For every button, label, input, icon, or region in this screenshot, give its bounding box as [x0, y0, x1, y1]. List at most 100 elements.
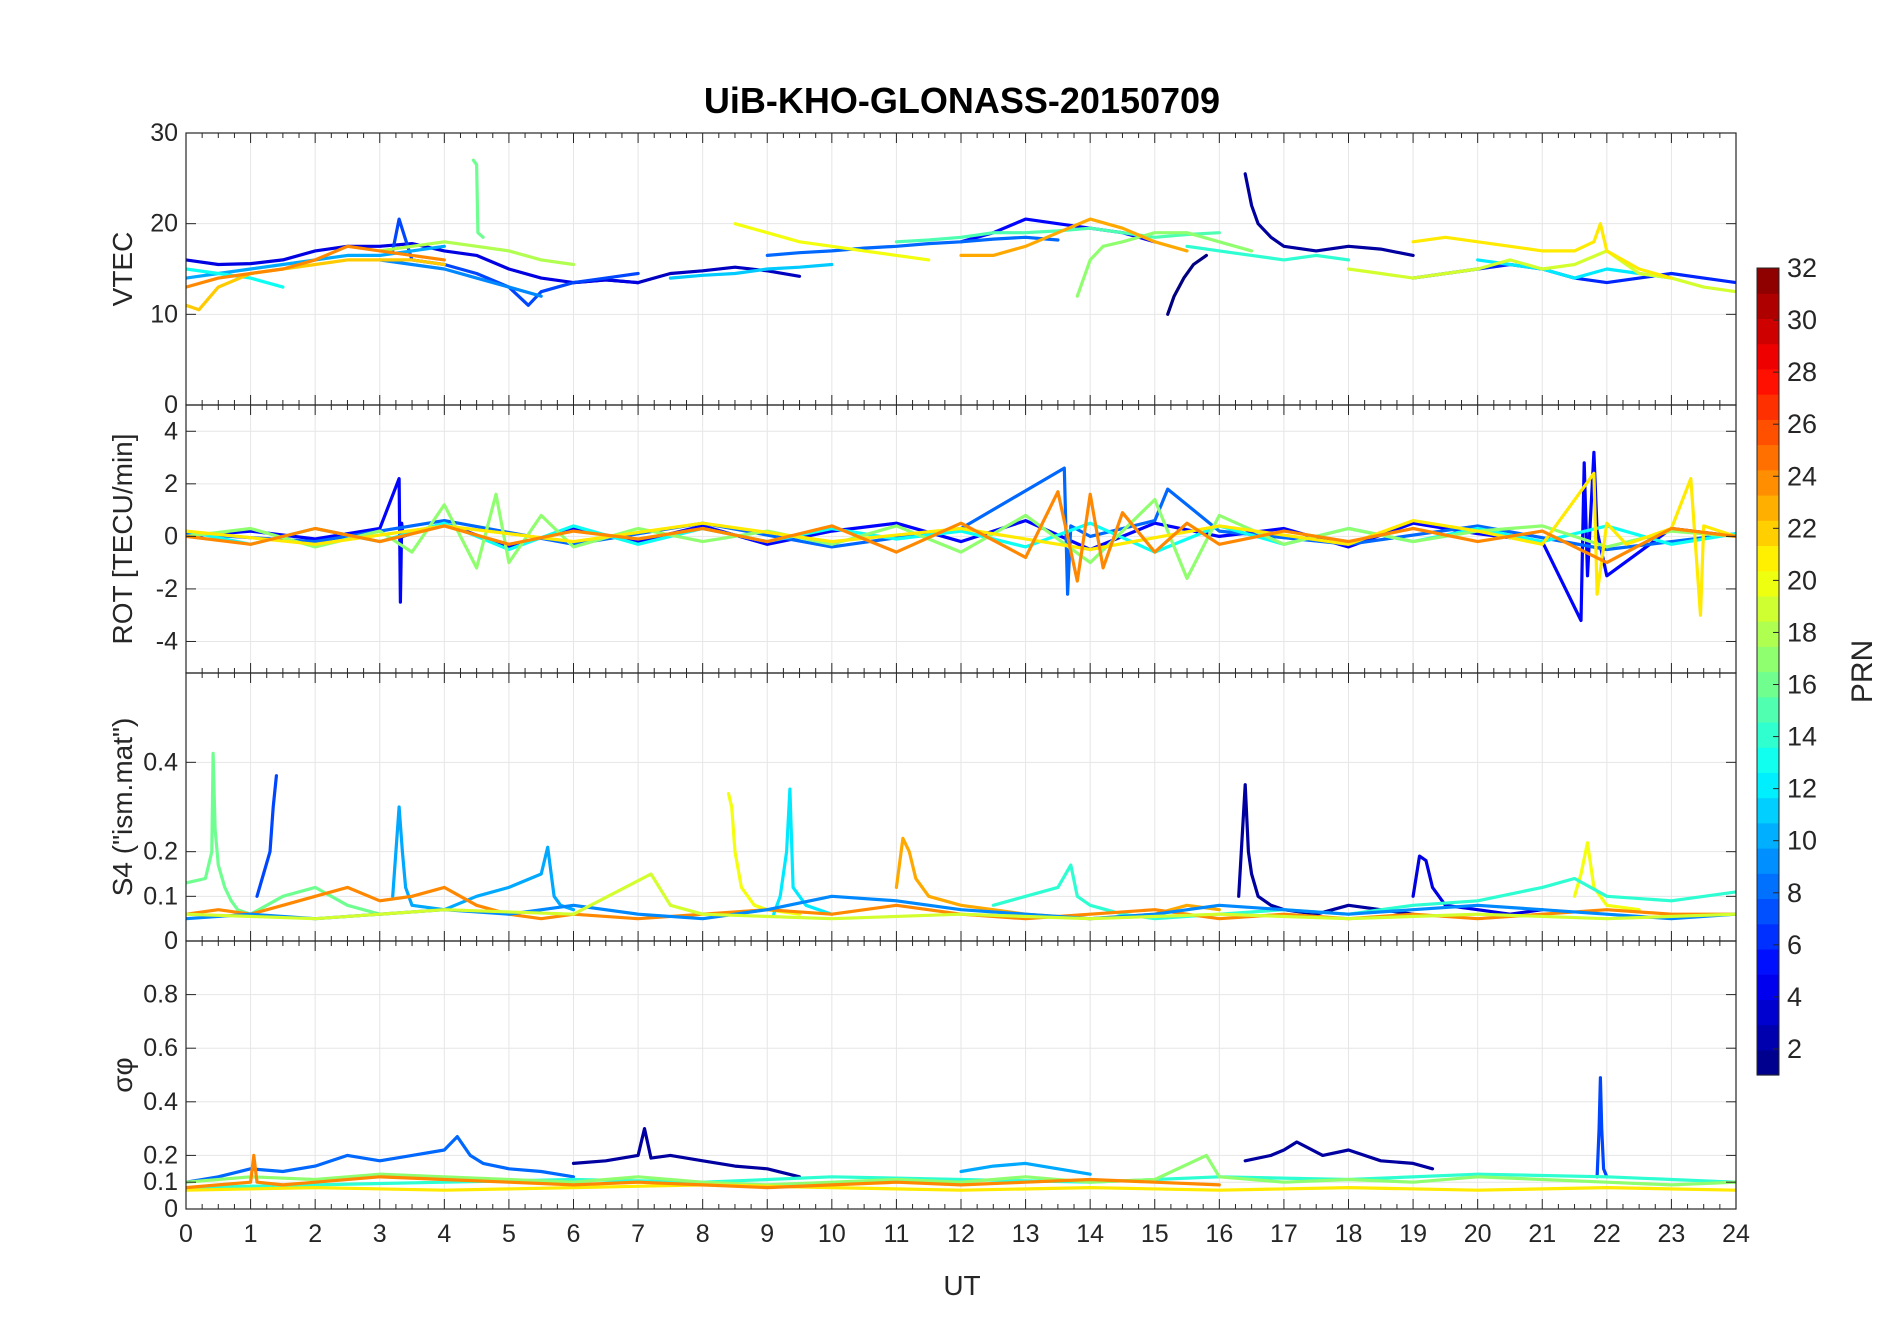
colorbar-tick-label: 32	[1787, 253, 1817, 283]
colorbar-segment	[1757, 822, 1779, 849]
colorbar-tick-label: 14	[1787, 722, 1817, 752]
y-tick-label: -2	[156, 575, 178, 603]
x-tick-label: 1	[244, 1220, 258, 1248]
colorbar-tick-label: 10	[1787, 826, 1817, 856]
series-line	[255, 774, 278, 898]
x-tick-label: 6	[567, 1220, 581, 1248]
series-line	[186, 1153, 1736, 1187]
y-tick-label: 0.2	[143, 1141, 178, 1169]
y-tick-label: 0	[164, 391, 178, 419]
colorbar-tick-label: 30	[1787, 305, 1817, 335]
x-tick-label: 12	[947, 1220, 975, 1248]
series-line	[391, 805, 576, 912]
x-tick-label: 19	[1399, 1220, 1427, 1248]
colorbar-tick-label: 24	[1787, 461, 1817, 491]
series-line	[186, 521, 1736, 554]
series-line	[186, 1172, 1736, 1190]
y-tick-label: 0.6	[143, 1034, 178, 1062]
x-tick-label: 3	[373, 1220, 387, 1248]
colorbar-segment	[1757, 797, 1779, 824]
y-tick-label: 2	[164, 470, 178, 498]
colorbar-tick-label: 26	[1787, 409, 1817, 439]
colorbar-segment	[1757, 318, 1779, 345]
x-tick-label: 8	[696, 1220, 710, 1248]
series-line	[186, 1183, 1736, 1192]
colorbar-segment	[1757, 595, 1779, 622]
series-line	[959, 217, 1189, 257]
colorbar-segment	[1757, 696, 1779, 723]
colorbar-segment	[1757, 293, 1779, 320]
x-axis-label: UT	[943, 1270, 980, 1301]
x-tick-label: 15	[1141, 1220, 1169, 1248]
series-line	[772, 787, 834, 916]
colorbar-segment	[1757, 494, 1779, 521]
colorbar-segment	[1757, 974, 1779, 1000]
series-line	[186, 751, 382, 916]
x-tick-label: 7	[631, 1220, 645, 1248]
series-line	[959, 1161, 1092, 1176]
colorbar-tick-label: 4	[1787, 982, 1802, 1012]
y-tick-label: 4	[164, 417, 178, 445]
panel-vtec: 0 10 20 30 VTEC	[107, 119, 1737, 419]
colorbar-segment	[1757, 898, 1779, 925]
x-tick-label: 2	[308, 1220, 322, 1248]
colorbar-segment	[1757, 368, 1779, 395]
y-tick-label: 0.1	[143, 1168, 178, 1196]
series-line	[991, 863, 1736, 921]
y-axis-label: ROT [TECU/min]	[107, 433, 138, 644]
colorbar-tick-label: 8	[1787, 878, 1802, 908]
colorbar-segment	[1757, 520, 1779, 547]
series-line	[471, 158, 485, 239]
y-tick-label: 0.4	[143, 748, 178, 776]
x-tick-label: 10	[818, 1220, 846, 1248]
colorbar-tick-label: 16	[1787, 670, 1817, 700]
x-tick-label: 11	[883, 1220, 909, 1248]
y-tick-label: 0.4	[143, 1088, 178, 1116]
x-tick-label: 23	[1658, 1220, 1686, 1248]
colorbar-segment	[1757, 999, 1779, 1026]
colorbar-segment	[1757, 469, 1779, 496]
x-tick-label: 21	[1528, 1220, 1556, 1248]
series-group-sigma_phi	[186, 1076, 1736, 1192]
colorbar-tick-label: 6	[1787, 930, 1802, 960]
colorbar-segment	[1757, 772, 1779, 799]
series-line	[1237, 783, 1415, 916]
series-line	[1411, 222, 1674, 280]
series-line	[186, 258, 446, 312]
series-line	[668, 262, 834, 280]
colorbar-label: PRN	[1846, 640, 1879, 703]
series-line	[765, 235, 1060, 257]
series-line	[186, 471, 1736, 617]
series-line	[186, 1134, 576, 1184]
panel-rot: -4 -2 0 2 4 ROT [TECU/min]	[107, 404, 1737, 674]
y-tick-label: 0	[164, 522, 178, 550]
y-tick-label: 30	[150, 119, 178, 147]
colorbar-segment	[1757, 721, 1779, 748]
colorbar-segment	[1757, 948, 1779, 975]
x-tick-label: 14	[1076, 1220, 1104, 1248]
colorbar-tick-label: 2	[1787, 1034, 1802, 1064]
y-axis-label: VTEC	[107, 232, 138, 307]
x-tick-label: 9	[760, 1220, 774, 1248]
series-line	[186, 1153, 1221, 1190]
colorbar-tick-label: 12	[1787, 774, 1817, 804]
y-tick-label: 20	[150, 210, 178, 238]
series-line	[894, 226, 1221, 244]
series-line	[378, 240, 576, 267]
x-tick-label: 13	[1012, 1220, 1040, 1248]
series-line	[186, 242, 640, 285]
x-tick-label: 24	[1722, 1220, 1750, 1248]
series-line	[378, 258, 543, 298]
series-group-s4	[186, 751, 1736, 921]
colorbar-segment	[1757, 646, 1779, 673]
colorbar-segment	[1757, 444, 1779, 471]
series-group-vtec	[186, 158, 1736, 316]
x-tick-label: 20	[1464, 1220, 1492, 1248]
series-line	[1595, 1076, 1609, 1179]
series-line	[1572, 841, 1641, 912]
colorbar-segment	[1757, 923, 1779, 950]
series-line	[1243, 172, 1415, 257]
series-line	[1243, 1140, 1435, 1171]
colorbar-tick-label: 22	[1787, 513, 1817, 543]
